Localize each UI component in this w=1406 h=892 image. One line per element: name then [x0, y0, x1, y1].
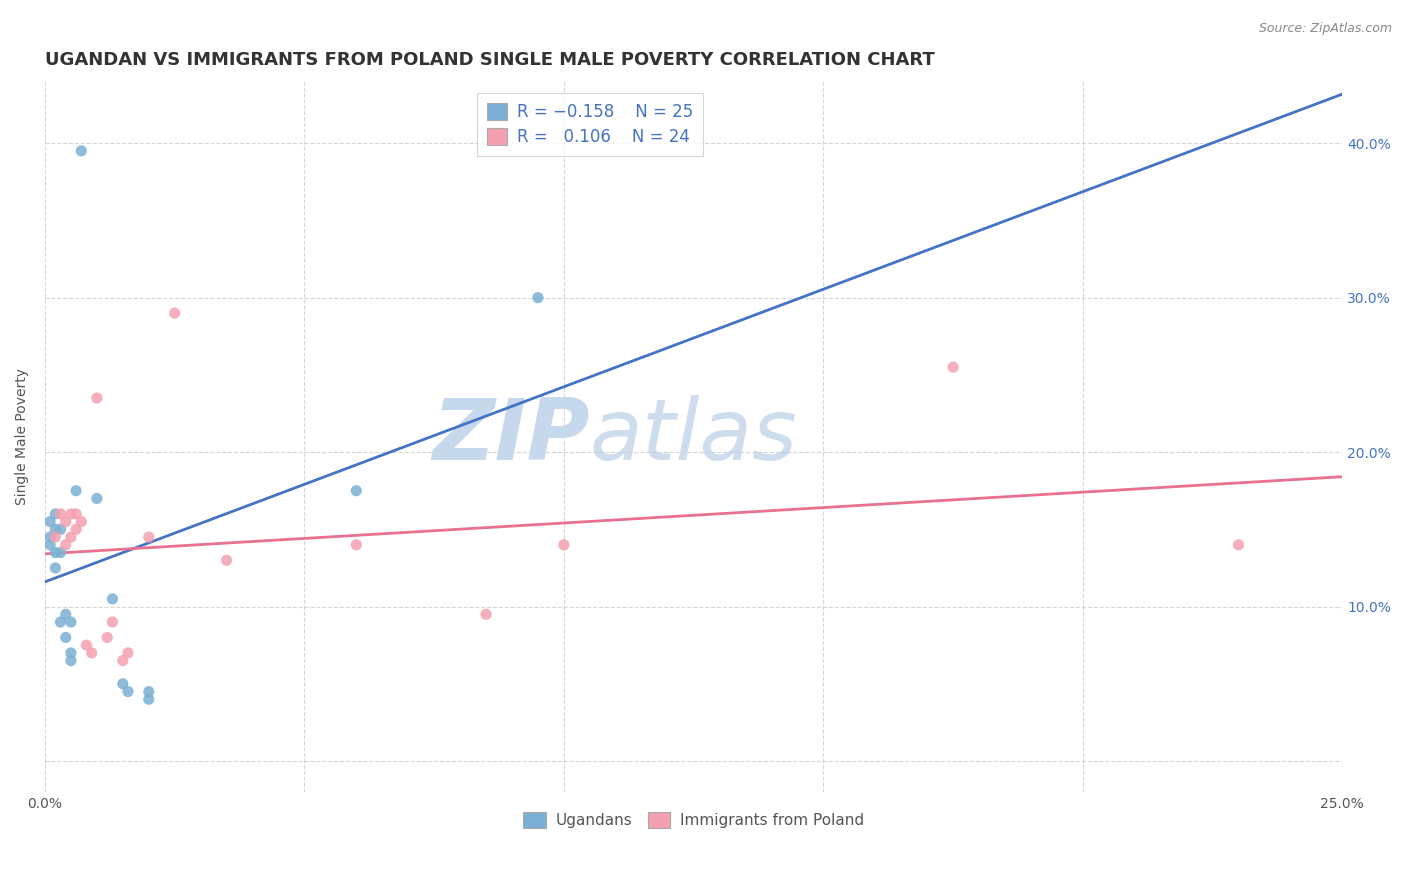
Point [49, 545, 72, 559]
Point [49, 507, 72, 521]
Point [59, 654, 82, 668]
Point [942, 360, 965, 375]
Point [553, 538, 575, 552]
Point [44, 545, 66, 559]
Point [163, 306, 186, 320]
Legend: Ugandans, Immigrants from Poland: Ugandans, Immigrants from Poland [517, 805, 870, 834]
Point [475, 607, 498, 622]
Point [65, 483, 87, 498]
Point [59, 615, 82, 629]
Point [49, 615, 72, 629]
Point [39, 538, 62, 552]
Point [59, 507, 82, 521]
Point [65, 507, 87, 521]
Point [59, 530, 82, 544]
Text: Source: ZipAtlas.com: Source: ZipAtlas.com [1258, 22, 1392, 36]
Point [59, 646, 82, 660]
Point [96, 631, 118, 645]
Point [49, 522, 72, 536]
Point [111, 654, 134, 668]
Point [138, 530, 160, 544]
Point [1227, 538, 1250, 552]
Point [55, 631, 77, 645]
Point [70, 515, 93, 529]
Point [344, 538, 367, 552]
Point [86, 391, 108, 405]
Text: ZIP: ZIP [432, 395, 591, 478]
Point [138, 692, 160, 706]
Point [65, 522, 87, 536]
Point [76, 638, 98, 652]
Point [55, 515, 77, 529]
Point [55, 607, 77, 622]
Point [39, 530, 62, 544]
Point [86, 491, 108, 506]
Point [80, 646, 103, 660]
Point [117, 684, 139, 698]
Point [70, 144, 93, 158]
Point [344, 483, 367, 498]
Point [44, 561, 66, 575]
Point [44, 530, 66, 544]
Point [39, 515, 62, 529]
Y-axis label: Single Male Poverty: Single Male Poverty [15, 368, 30, 505]
Point [527, 291, 550, 305]
Point [101, 615, 124, 629]
Point [215, 553, 238, 567]
Point [55, 538, 77, 552]
Point [117, 646, 139, 660]
Point [44, 507, 66, 521]
Point [111, 677, 134, 691]
Text: UGANDAN VS IMMIGRANTS FROM POLAND SINGLE MALE POVERTY CORRELATION CHART: UGANDAN VS IMMIGRANTS FROM POLAND SINGLE… [45, 51, 935, 69]
Point [44, 522, 66, 536]
Point [101, 591, 124, 606]
Text: atlas: atlas [591, 395, 797, 478]
Point [138, 684, 160, 698]
